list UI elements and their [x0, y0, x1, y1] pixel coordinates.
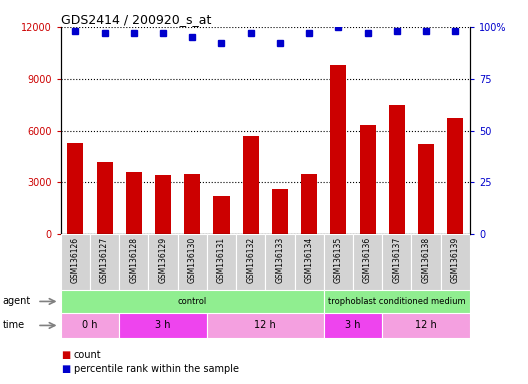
Text: GSM136133: GSM136133 [276, 237, 285, 283]
Bar [61, 290, 324, 313]
Bar [207, 313, 324, 338]
Text: GSM136139: GSM136139 [451, 237, 460, 283]
Bar [441, 234, 470, 290]
Bar [324, 313, 382, 338]
Text: time: time [3, 320, 25, 331]
Bar [207, 234, 236, 290]
Text: ■: ■ [61, 364, 70, 374]
Bar [411, 234, 441, 290]
Bar [265, 234, 295, 290]
Bar [148, 234, 177, 290]
Text: ■: ■ [61, 350, 70, 360]
Bar [418, 144, 434, 234]
Bar [61, 313, 119, 338]
Bar [324, 290, 470, 313]
Text: 12 h: 12 h [254, 320, 276, 331]
Bar [301, 174, 317, 234]
Text: count: count [74, 350, 101, 360]
Text: 12 h: 12 h [415, 320, 437, 331]
Text: GDS2414 / 200920_s_at: GDS2414 / 200920_s_at [61, 13, 211, 26]
Bar [243, 136, 259, 234]
Bar [67, 143, 83, 234]
Text: 0 h: 0 h [82, 320, 98, 331]
Bar [324, 234, 353, 290]
Text: agent: agent [3, 296, 31, 306]
Bar [447, 118, 464, 234]
Bar [126, 172, 142, 234]
Text: GSM136132: GSM136132 [246, 237, 255, 283]
Text: GSM136135: GSM136135 [334, 237, 343, 283]
Bar [382, 234, 411, 290]
Bar [97, 162, 112, 234]
Bar [382, 313, 470, 338]
Bar [389, 104, 405, 234]
Text: trophoblast conditioned medium: trophoblast conditioned medium [328, 297, 466, 306]
Bar [119, 313, 207, 338]
Text: 3 h: 3 h [155, 320, 171, 331]
Text: GSM136126: GSM136126 [71, 237, 80, 283]
Text: GSM136128: GSM136128 [129, 237, 138, 283]
Bar [360, 125, 375, 234]
Text: 3 h: 3 h [345, 320, 361, 331]
Text: GSM136130: GSM136130 [188, 237, 197, 283]
Text: GSM136134: GSM136134 [305, 237, 314, 283]
Text: GSM136131: GSM136131 [217, 237, 226, 283]
Text: GSM136137: GSM136137 [392, 237, 401, 283]
Text: percentile rank within the sample: percentile rank within the sample [74, 364, 239, 374]
Bar [177, 234, 207, 290]
Bar [353, 234, 382, 290]
Bar [119, 234, 148, 290]
Bar [213, 196, 230, 234]
Text: GSM136129: GSM136129 [158, 237, 167, 283]
Bar [236, 234, 266, 290]
Bar [184, 174, 200, 234]
Text: GSM136136: GSM136136 [363, 237, 372, 283]
Text: control: control [177, 297, 207, 306]
Bar [272, 189, 288, 234]
Bar [295, 234, 324, 290]
Text: GSM136138: GSM136138 [421, 237, 430, 283]
Bar [331, 65, 346, 234]
Bar [61, 234, 90, 290]
Bar [155, 175, 171, 234]
Bar [90, 234, 119, 290]
Text: GSM136127: GSM136127 [100, 237, 109, 283]
